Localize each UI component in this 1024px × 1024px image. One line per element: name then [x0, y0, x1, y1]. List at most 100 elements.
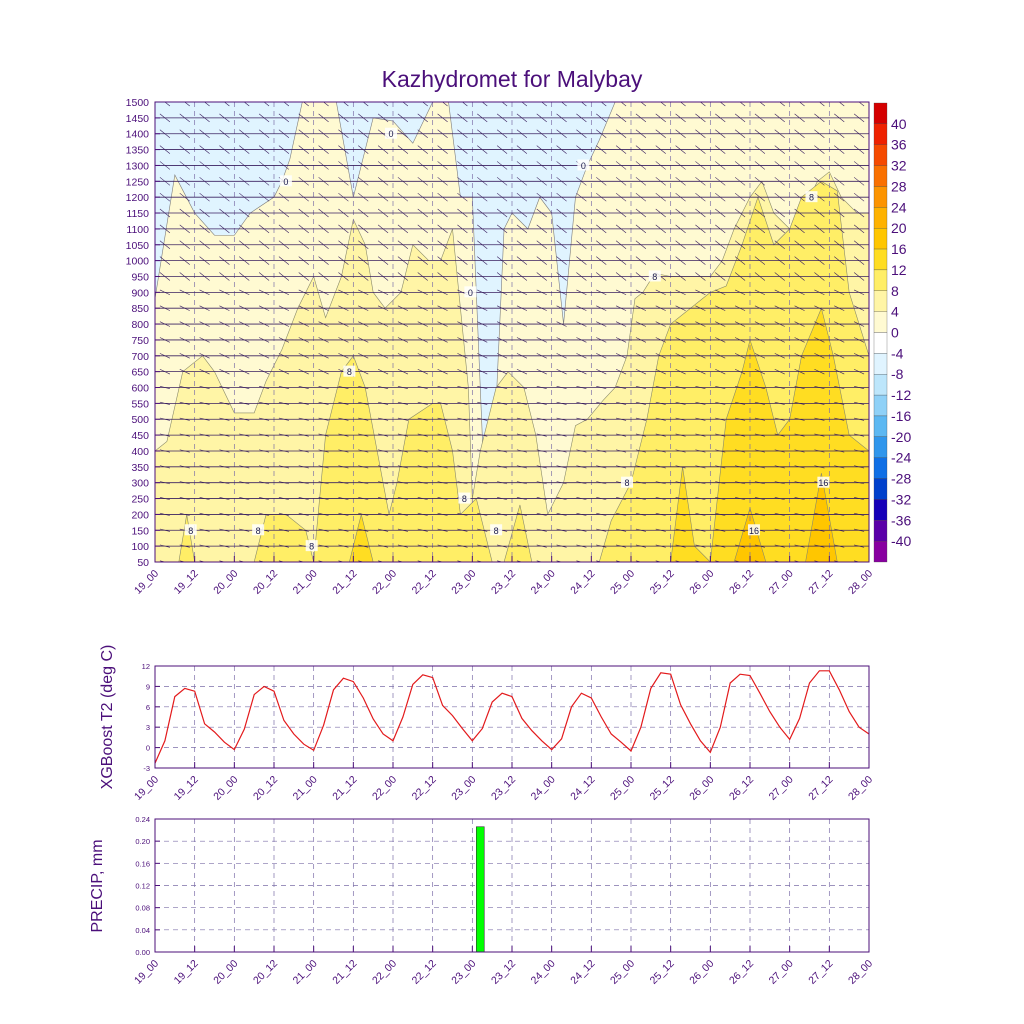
wind-barb — [397, 305, 409, 311]
wind-barb — [536, 433, 547, 437]
wind-barb — [655, 113, 666, 123]
wind-barb — [615, 224, 627, 234]
wind-barb — [496, 129, 508, 138]
wind-barb — [580, 102, 587, 107]
wind-barb — [199, 161, 210, 170]
wind-barb — [258, 368, 270, 375]
wind-barb — [417, 353, 428, 359]
wind-barb — [596, 368, 607, 375]
y-tick-label: 0.04 — [135, 926, 150, 935]
wind-barb — [615, 192, 627, 202]
wind-barb — [318, 272, 329, 281]
wind-barb — [600, 102, 607, 107]
wind-barb — [477, 417, 488, 421]
cross-section-panel: 8 8 8 8 8 8 8 8 8 16 16 0 0 0 0 50 100 150 200 250 300 350 40… — [126, 97, 876, 597]
wind-barb — [695, 192, 706, 202]
wind-barb — [239, 368, 250, 375]
wind-barb — [338, 321, 349, 327]
wind-barb — [397, 161, 409, 170]
wind-barb — [338, 417, 349, 421]
wind-barb — [516, 417, 527, 421]
wind-barb — [734, 289, 746, 296]
wind-barb — [675, 417, 686, 421]
wind-barb — [437, 272, 448, 281]
wind-barb — [278, 113, 290, 123]
wind-barb — [774, 208, 785, 218]
wind-barb — [298, 560, 306, 562]
wind-barb — [596, 544, 607, 548]
wind-barb — [655, 449, 666, 453]
y-tick-label: 750 — [131, 335, 149, 347]
wind-barb — [814, 433, 825, 437]
wind-barb — [358, 337, 369, 343]
wind-barb — [516, 289, 528, 296]
wind-barb — [239, 272, 250, 281]
wind-barb — [457, 161, 468, 170]
wind-barb — [561, 102, 567, 107]
wind-barb — [159, 289, 171, 296]
wind-barb — [278, 192, 290, 202]
wind-barb — [179, 368, 190, 375]
wind-barb — [496, 161, 508, 170]
wind-barb — [734, 256, 746, 265]
wind-barb — [278, 512, 289, 516]
wind-barb — [362, 102, 369, 107]
contour-label-bg — [385, 127, 398, 139]
wind-barb — [477, 465, 488, 469]
wind-barb — [298, 289, 309, 296]
wind-barb — [794, 305, 805, 311]
wind-barb — [854, 544, 865, 548]
colorbar-swatch — [873, 520, 888, 542]
wind-barb — [615, 113, 627, 123]
wind-barb — [675, 337, 686, 343]
wind-barb — [576, 401, 587, 405]
wind-barb — [377, 305, 389, 311]
wind-barb — [199, 465, 210, 469]
wind-barb — [516, 321, 528, 327]
wind-barb — [437, 386, 448, 390]
wind-barb — [496, 224, 508, 234]
wind-barb — [695, 368, 706, 375]
wind-barb — [596, 272, 607, 281]
wind-barb — [259, 465, 270, 469]
wind-barb — [278, 401, 289, 405]
wind-barb — [338, 401, 349, 405]
wind-barb — [695, 145, 706, 154]
wind-barb — [397, 544, 408, 548]
wind-barb — [239, 177, 250, 186]
wind-barb — [437, 177, 448, 186]
wind-barb — [199, 113, 210, 123]
wind-barb — [695, 449, 706, 453]
wind-barb — [437, 129, 448, 138]
wind-barb — [199, 544, 210, 548]
wind-barb — [754, 386, 765, 390]
t2-y-axis: -3 0 3 6 9 12 — [142, 662, 160, 773]
wind-barb — [615, 161, 627, 170]
wind-barb — [199, 433, 210, 437]
y-tick-label: 0.20 — [135, 837, 150, 846]
wind-barb — [635, 113, 647, 123]
wind-barb — [536, 240, 547, 249]
wind-barb — [184, 102, 190, 107]
wind-barb — [179, 192, 190, 202]
colorbar-label: 8 — [891, 283, 899, 299]
wind-barb — [774, 161, 785, 170]
wind-barb — [794, 465, 805, 469]
wind-barb — [596, 465, 607, 469]
wind-barb — [477, 224, 488, 234]
wind-barb — [263, 102, 270, 107]
y-tick-label: 50 — [137, 557, 149, 569]
precip-bars — [475, 826, 485, 953]
wind-barb — [521, 102, 528, 107]
wind-barb — [853, 192, 865, 202]
colorbar-swatch — [873, 123, 888, 145]
wind-barb — [477, 289, 488, 296]
wind-barb — [179, 289, 190, 296]
wind-barb — [695, 386, 706, 390]
wind-barb — [437, 161, 448, 170]
wind-barb — [576, 528, 587, 532]
wind-barb — [496, 289, 508, 296]
wind-barb — [437, 560, 444, 562]
wind-barb — [576, 129, 587, 138]
wind-barb — [536, 528, 547, 532]
